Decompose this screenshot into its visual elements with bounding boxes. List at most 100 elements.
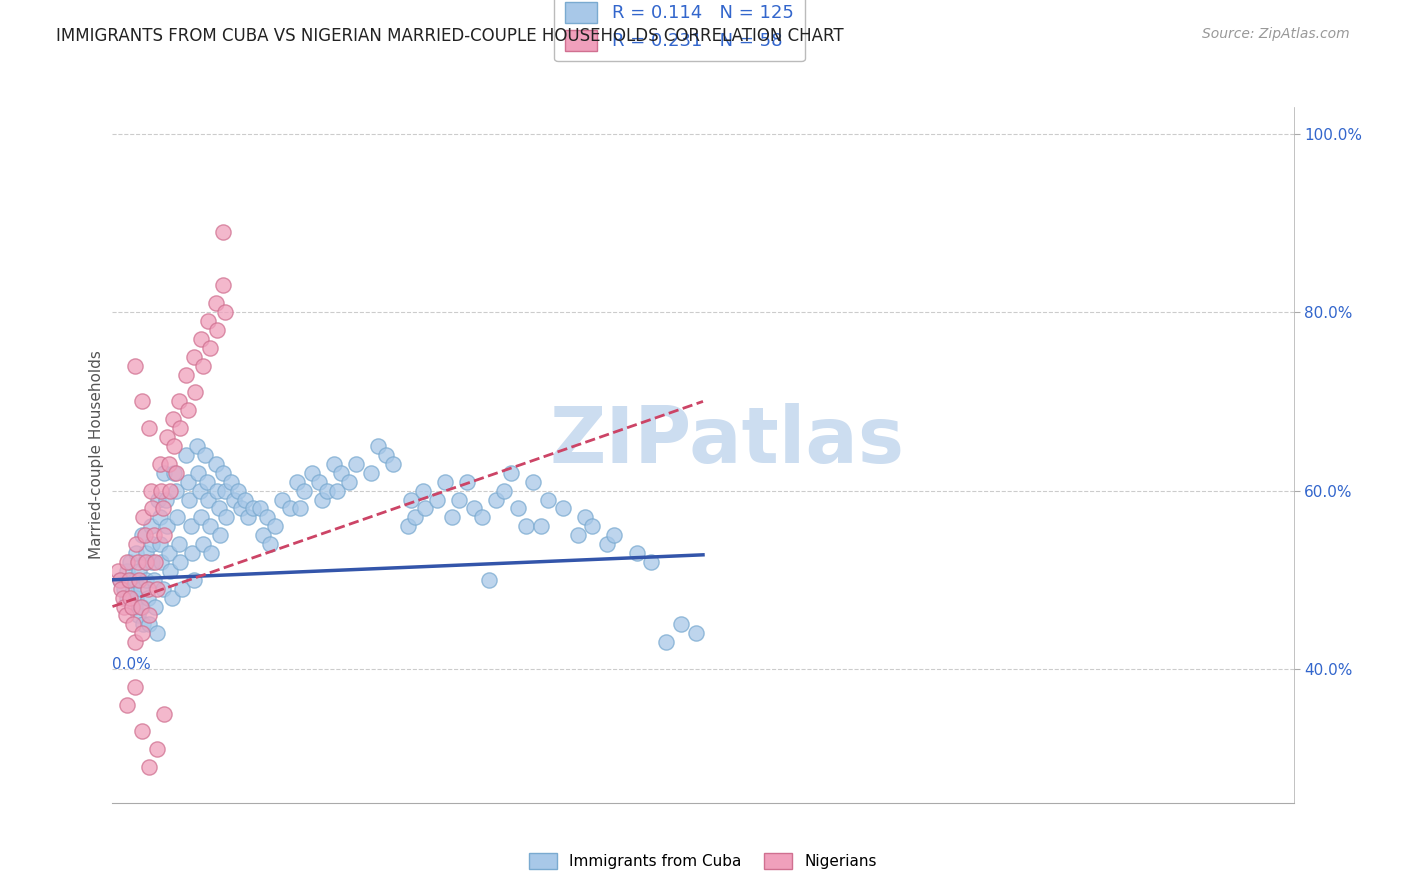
- Point: [197, 492, 219, 507]
- Point: [117, 555, 138, 569]
- Point: [117, 698, 138, 712]
- Point: [433, 475, 456, 489]
- Point: [326, 483, 349, 498]
- Point: [360, 466, 382, 480]
- Point: [463, 501, 485, 516]
- Point: [131, 599, 153, 614]
- Point: [655, 635, 678, 649]
- Point: [581, 519, 603, 533]
- Point: [148, 492, 170, 507]
- Point: [170, 582, 193, 596]
- Point: [134, 528, 156, 542]
- Point: [112, 599, 135, 614]
- Point: [149, 510, 172, 524]
- Point: [205, 457, 228, 471]
- Point: [167, 537, 190, 551]
- Point: [139, 519, 162, 533]
- Point: [215, 510, 238, 524]
- Point: [399, 492, 422, 507]
- Point: [121, 599, 143, 614]
- Point: [222, 492, 245, 507]
- Point: [136, 591, 159, 605]
- Point: [142, 573, 165, 587]
- Point: [163, 466, 186, 480]
- Point: [135, 573, 157, 587]
- Point: [278, 501, 301, 516]
- Point: [198, 519, 221, 533]
- Point: [219, 475, 242, 489]
- Point: [214, 483, 236, 498]
- Point: [131, 394, 153, 409]
- Point: [108, 573, 131, 587]
- Point: [212, 225, 235, 239]
- Point: [150, 483, 173, 498]
- Point: [181, 546, 204, 560]
- Point: [640, 555, 662, 569]
- Point: [264, 519, 287, 533]
- Point: [212, 278, 235, 293]
- Point: [141, 537, 163, 551]
- Point: [478, 573, 501, 587]
- Point: [131, 528, 153, 542]
- Point: [165, 466, 187, 480]
- Point: [132, 617, 155, 632]
- Point: [160, 591, 183, 605]
- Point: [411, 483, 433, 498]
- Point: [150, 555, 173, 569]
- Point: [337, 475, 360, 489]
- Point: [190, 332, 212, 346]
- Point: [186, 439, 208, 453]
- Point: [426, 492, 449, 507]
- Point: [485, 492, 508, 507]
- Point: [169, 555, 191, 569]
- Point: [128, 573, 150, 587]
- Point: [108, 573, 131, 587]
- Point: [156, 430, 179, 444]
- Point: [166, 510, 188, 524]
- Point: [159, 564, 181, 578]
- Point: [214, 305, 236, 319]
- Point: [146, 582, 169, 596]
- Point: [139, 483, 162, 498]
- Point: [143, 599, 166, 614]
- Point: [124, 680, 146, 694]
- Point: [574, 510, 596, 524]
- Point: [129, 599, 152, 614]
- Point: [152, 501, 174, 516]
- Point: [315, 483, 337, 498]
- Point: [180, 519, 202, 533]
- Point: [111, 591, 134, 605]
- Point: [603, 528, 626, 542]
- Point: [162, 412, 184, 426]
- Point: [188, 483, 211, 498]
- Point: [537, 492, 560, 507]
- Point: [138, 760, 160, 774]
- Point: [271, 492, 294, 507]
- Point: [124, 599, 146, 614]
- Point: [141, 555, 163, 569]
- Point: [187, 466, 209, 480]
- Point: [122, 582, 145, 596]
- Point: [382, 457, 405, 471]
- Point: [515, 519, 537, 533]
- Point: [122, 617, 145, 632]
- Point: [374, 448, 396, 462]
- Point: [256, 510, 278, 524]
- Point: [136, 582, 159, 596]
- Point: [138, 608, 160, 623]
- Point: [207, 323, 229, 337]
- Point: [194, 448, 217, 462]
- Point: [149, 537, 172, 551]
- Point: [242, 501, 264, 516]
- Point: [208, 501, 231, 516]
- Point: [118, 573, 141, 587]
- Point: [159, 483, 181, 498]
- Point: [138, 421, 160, 435]
- Point: [249, 501, 271, 516]
- Point: [200, 546, 222, 560]
- Point: [174, 448, 197, 462]
- Text: ZIPatlas: ZIPatlas: [550, 403, 904, 479]
- Point: [124, 573, 146, 587]
- Point: [142, 528, 165, 542]
- Point: [141, 501, 163, 516]
